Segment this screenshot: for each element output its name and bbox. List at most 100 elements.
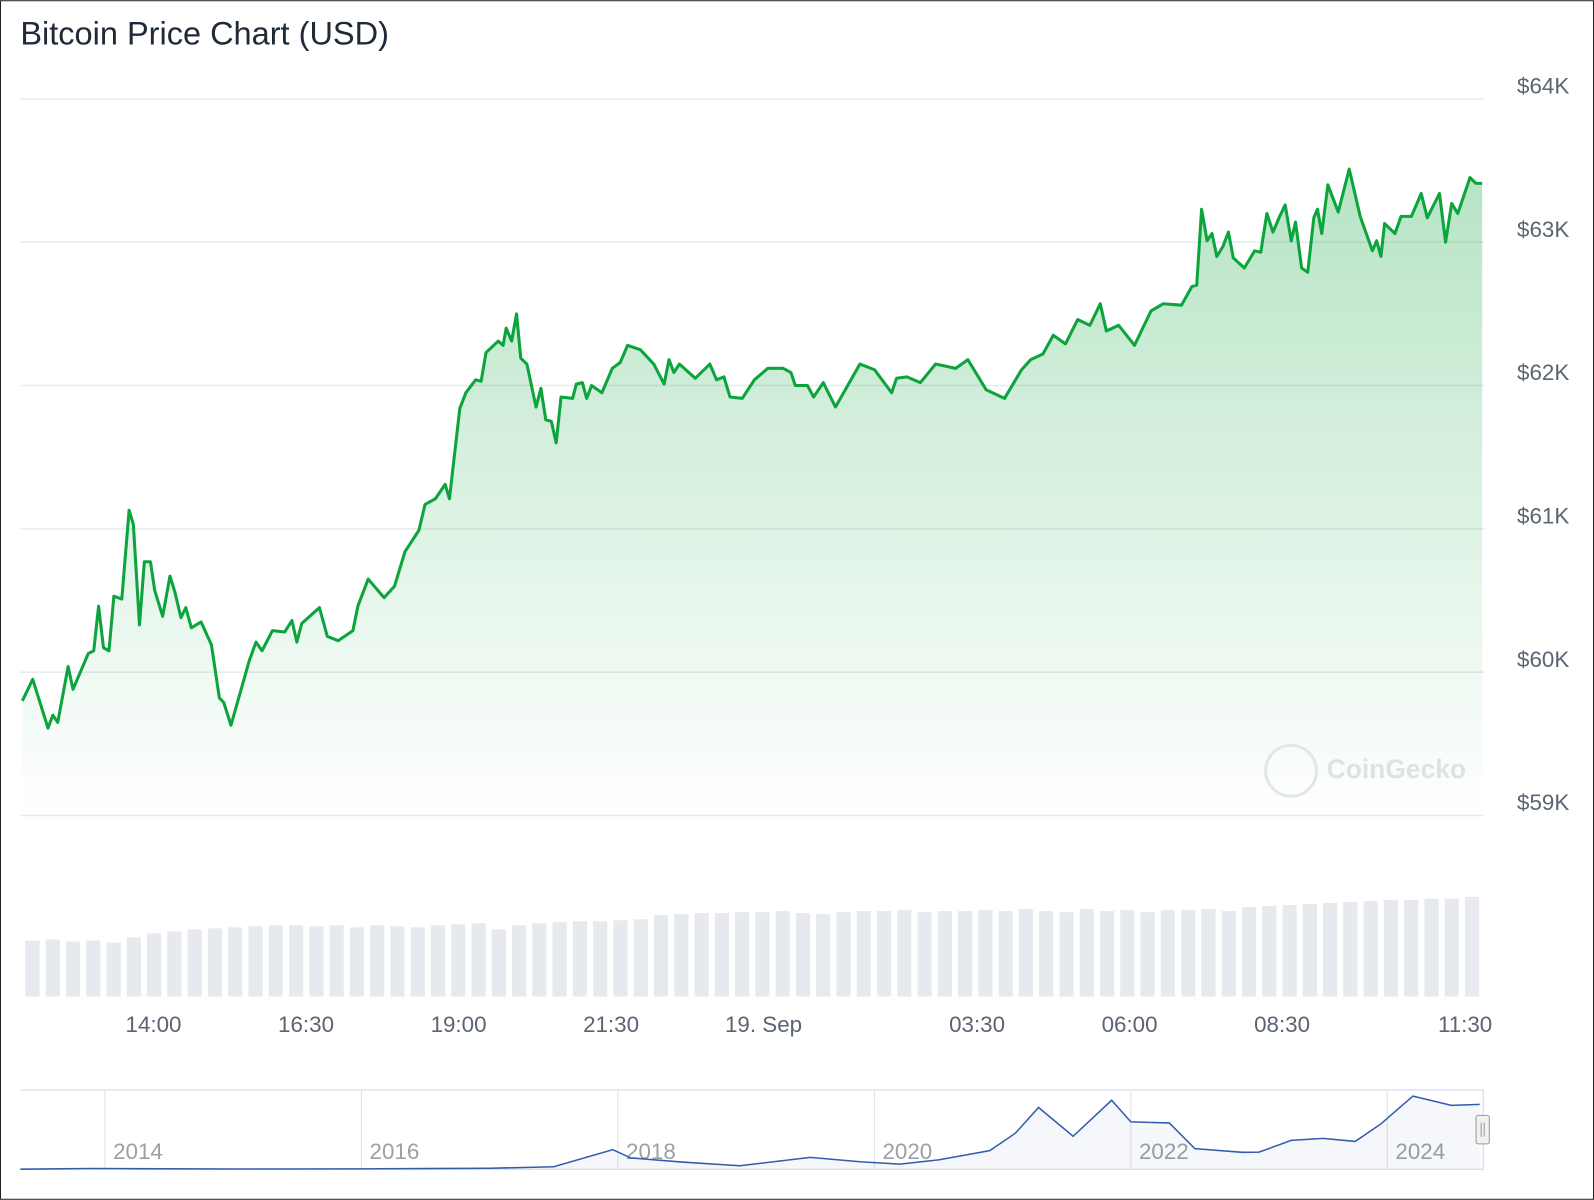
volume-bar: [309, 926, 324, 997]
navigator-line: [20, 1095, 1480, 1170]
volume-bar: [674, 914, 689, 997]
navigator-area: [20, 1096, 1480, 1170]
volume-bar: [998, 911, 1013, 997]
volume-bar: [1201, 909, 1216, 997]
volume-bar: [126, 937, 141, 997]
watermark: CoinGecko: [1264, 743, 1466, 798]
volume-bar: [329, 925, 344, 997]
volume-bar: [390, 926, 405, 997]
volume-bar: [1221, 911, 1236, 997]
y-tick-label: $63K: [1517, 217, 1569, 242]
volume-bar: [430, 925, 446, 997]
volume-bar: [552, 922, 567, 997]
volume-bar: [207, 928, 223, 997]
volume-bar: [1444, 898, 1459, 997]
volume-bar: [1282, 904, 1297, 997]
volume-bar: [714, 913, 729, 997]
navigator-tick-label: 2014: [113, 1139, 163, 1164]
navigator-tick-label: 2016: [370, 1139, 420, 1164]
volume-bar: [1099, 911, 1115, 997]
volume-bar: [1363, 900, 1378, 997]
volume-bar: [451, 924, 466, 997]
volume-bar: [106, 942, 121, 997]
volume-bar: [25, 940, 40, 997]
volume-bar: [1181, 910, 1196, 997]
volume-bar: [917, 912, 932, 997]
volume-bar: [897, 910, 912, 997]
volume-bar: [1120, 910, 1135, 997]
navigator-handle-box: [1475, 1114, 1490, 1145]
x-tick-label: 14:00: [126, 1012, 182, 1037]
volume-bar: [512, 925, 527, 997]
y-tick-label: $60K: [1517, 647, 1569, 672]
volume-bar: [268, 925, 283, 997]
x-tick-label: 11:30: [1438, 1012, 1492, 1037]
volume-bar: [1383, 899, 1399, 997]
volume-bar: [1039, 911, 1054, 997]
watermark-logo: [1264, 743, 1318, 798]
volume-bar: [1262, 905, 1277, 997]
volume-bar: [86, 940, 101, 997]
volume-bar: [1140, 912, 1155, 997]
volume-bar: [775, 911, 790, 997]
volume-bar: [471, 923, 486, 997]
navigator-tick-label: 2020: [882, 1139, 932, 1164]
volume-bar: [937, 911, 952, 997]
navigator-tick-label: 2022: [1139, 1139, 1189, 1164]
volume-bar: [795, 913, 811, 997]
navigator-handle[interactable]: [1475, 1114, 1490, 1145]
volume-bar: [1018, 909, 1034, 997]
watermark-text: CoinGecko: [1327, 754, 1466, 784]
volume-bar: [876, 911, 892, 997]
volume-bar: [370, 925, 385, 997]
navigator-tick-label: 2024: [1395, 1139, 1445, 1164]
volume-bar: [572, 921, 588, 997]
volume-bar: [1404, 899, 1419, 997]
x-tick-label: 16:30: [278, 1012, 334, 1037]
volume-bar: [1323, 902, 1338, 997]
price-line: [20, 167, 1483, 730]
volume-bar: [410, 927, 425, 997]
y-tick-label: $59K: [1517, 790, 1569, 815]
volume-bar: [65, 941, 81, 997]
volume-bar: [167, 931, 182, 997]
volume-bar: [836, 912, 851, 997]
volume-bar: [735, 912, 750, 997]
x-tick-label: 19:00: [431, 1012, 487, 1037]
volume-bar: [1241, 907, 1257, 997]
volume-bar: [694, 913, 709, 997]
x-tick-label: 19. Sep: [725, 1012, 802, 1037]
volume-bar: [613, 920, 628, 997]
volume-bar: [816, 914, 831, 997]
volume-bar: [147, 933, 162, 997]
price-area: [22, 169, 1483, 816]
volume-bar: [45, 939, 60, 997]
volume-bar: [653, 915, 669, 997]
volume-bar: [248, 926, 263, 997]
volume-bar: [349, 927, 365, 997]
volume-bar: [491, 929, 506, 997]
volume-bar: [755, 912, 770, 997]
y-tick-label: $64K: [1517, 74, 1569, 99]
volume-bar: [532, 923, 547, 997]
volume-bar: [1343, 901, 1358, 997]
y-tick-label: $62K: [1517, 360, 1569, 385]
volume-bar: [1160, 910, 1176, 997]
x-tick-label: 21:30: [583, 1012, 639, 1037]
volume-bar: [228, 927, 243, 997]
volume-bar: [1464, 896, 1480, 997]
volume-bar: [978, 910, 993, 997]
volume-bar: [593, 921, 608, 997]
y-tick-label: $61K: [1517, 504, 1569, 529]
volume-bar: [1302, 903, 1317, 997]
volume-bar: [1059, 912, 1074, 997]
volume-bar: [1424, 898, 1439, 997]
volume-bar: [1079, 909, 1094, 997]
x-tick-label: 03:30: [949, 1012, 1005, 1037]
volume-bar: [187, 929, 202, 997]
volume-bar: [288, 925, 304, 997]
volume-bar: [958, 911, 973, 997]
chart-title: Bitcoin Price Chart (USD): [20, 15, 389, 51]
